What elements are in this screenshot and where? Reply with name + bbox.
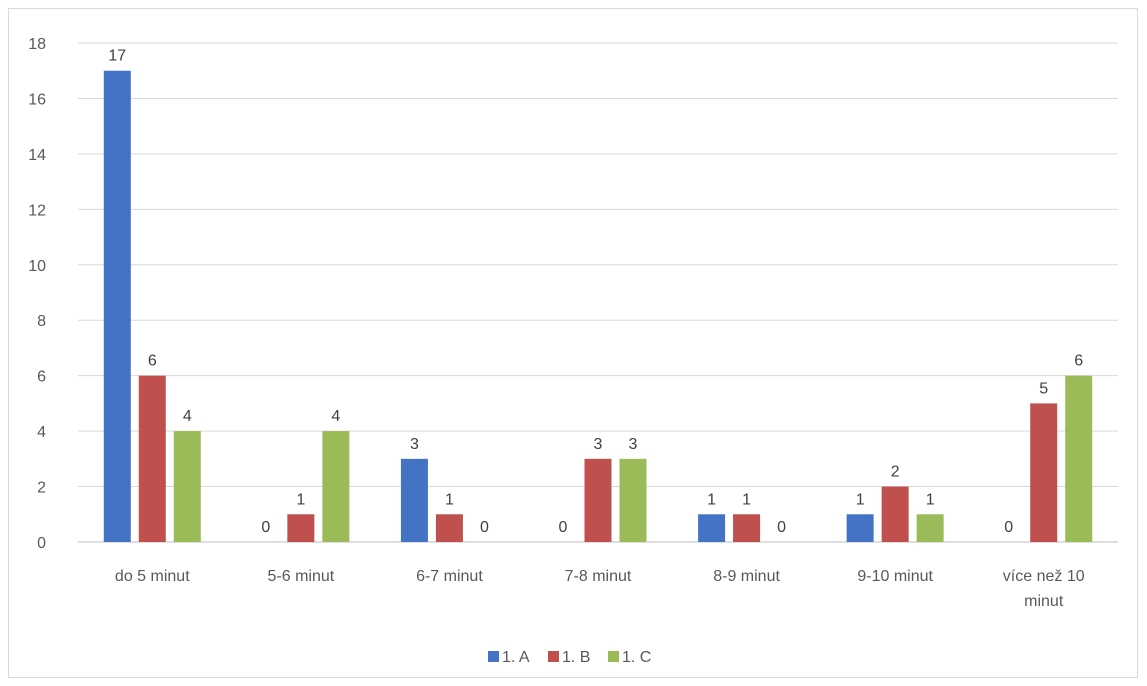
bars — [103, 70, 1093, 542]
data-label: 1 — [445, 491, 454, 508]
y-tick-label: 8 — [37, 313, 46, 330]
y-tick-label: 12 — [28, 202, 46, 219]
data-label: 3 — [410, 436, 419, 453]
bar-1B-2 — [435, 514, 463, 542]
bar-1C-0 — [173, 431, 201, 542]
y-tick-label: 4 — [37, 424, 46, 441]
category-label: minut — [1024, 593, 1064, 610]
y-tick-label: 0 — [37, 535, 46, 552]
data-label: 1 — [856, 491, 865, 508]
category-label: do 5 minut — [115, 568, 190, 585]
category-label: více než 10 — [1003, 568, 1085, 585]
data-label: 4 — [331, 408, 340, 425]
bar-1C-5 — [916, 514, 944, 542]
bar-1C-1 — [322, 431, 350, 542]
data-label: 1 — [296, 491, 305, 508]
bar-1A-0 — [103, 70, 131, 542]
bar-1A-4 — [698, 514, 726, 542]
data-label: 0 — [559, 519, 568, 536]
bar-1B-3 — [584, 458, 612, 542]
category-label: 8-9 minut — [713, 568, 780, 585]
category-label: 9-10 minut — [857, 568, 933, 585]
y-tick-label: 2 — [37, 480, 46, 497]
data-label: 3 — [629, 436, 638, 453]
category-label: 7-8 minut — [565, 568, 632, 585]
bar-1B-5 — [881, 486, 909, 542]
bar-1B-1 — [287, 514, 315, 542]
category-label: 5-6 minut — [268, 568, 335, 585]
data-label: 5 — [1039, 380, 1048, 397]
legend: 1. A 1. B 1. C — [488, 649, 651, 666]
bar-1B-4 — [733, 514, 761, 542]
x-axis: do 5 minut 5-6 minut 6-7 minut 7-8 minut 8-9… — [115, 568, 1085, 610]
data-label: 17 — [108, 48, 126, 65]
legend-swatch — [488, 651, 499, 662]
data-label: 1 — [707, 491, 716, 508]
bar-1A-5 — [846, 514, 874, 542]
bar-1A-2 — [400, 458, 428, 542]
data-label: 1 — [742, 491, 751, 508]
data-label: 0 — [1004, 519, 1013, 536]
data-label: 2 — [891, 464, 900, 481]
legend-swatch — [548, 651, 559, 662]
y-tick-label: 6 — [37, 369, 46, 386]
legend-label: 1. C — [622, 649, 651, 666]
data-label: 4 — [183, 408, 192, 425]
bar-1B-6 — [1030, 403, 1058, 542]
bar-1C-6 — [1065, 375, 1093, 542]
bar-1B-0 — [138, 375, 166, 542]
y-tick-label: 16 — [28, 91, 46, 108]
data-label: 6 — [1074, 353, 1083, 370]
y-axis: 0 2 4 6 8 10 12 14 16 18 — [28, 36, 46, 552]
y-tick-label: 18 — [28, 36, 46, 53]
data-label: 0 — [777, 519, 786, 536]
data-label: 6 — [148, 353, 157, 370]
gridlines — [78, 42, 1118, 543]
category-label: 6-7 minut — [416, 568, 483, 585]
data-label: 0 — [480, 519, 489, 536]
data-labels: 17 0 3 0 1 1 0 6 1 1 3 1 2 5 4 4 0 3 0 1 6 — [108, 48, 1083, 536]
legend-label: 1. B — [562, 649, 590, 666]
data-label: 3 — [594, 436, 603, 453]
legend-swatch — [608, 651, 619, 662]
chart-frame — [8, 8, 1138, 678]
data-label: 0 — [261, 519, 270, 536]
y-tick-label: 14 — [28, 147, 46, 164]
data-label: 1 — [926, 491, 935, 508]
bar-1C-3 — [619, 458, 647, 542]
legend-label: 1. A — [502, 649, 530, 666]
y-tick-label: 10 — [28, 258, 46, 275]
